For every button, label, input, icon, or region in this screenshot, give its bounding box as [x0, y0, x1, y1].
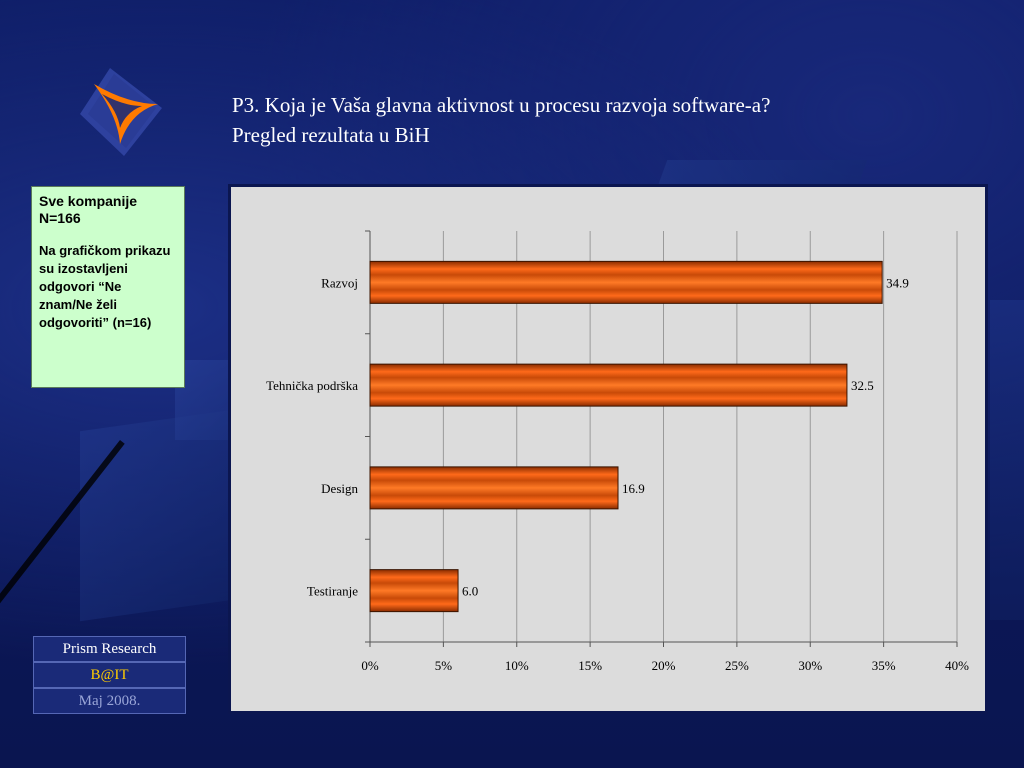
data-label: 34.9 — [886, 275, 909, 290]
data-label: 32.5 — [851, 378, 874, 393]
footer-org: Prism Research — [33, 636, 186, 662]
title-line-2: Pregled rezultata u BiH — [232, 123, 430, 147]
footer-date: Maj 2008. — [33, 688, 186, 714]
bar — [369, 466, 619, 510]
x-tick-label: 20% — [652, 658, 676, 673]
logo — [80, 68, 162, 156]
sample-size-text: Sve kompanije N=166 — [39, 193, 138, 226]
category-label: Razvoj — [321, 275, 358, 290]
x-tick-label: 25% — [725, 658, 749, 673]
background-cube — [990, 300, 1024, 620]
data-label: 6.0 — [462, 584, 478, 599]
exclusion-note-text: Na grafičkom prikazu su izostavljeni odg… — [39, 243, 171, 330]
bar — [369, 569, 459, 613]
x-tick-label: 10% — [505, 658, 529, 673]
category-label: Tehnička podrška — [266, 378, 358, 393]
category-label: Testiranje — [307, 584, 358, 599]
data-label: 16.9 — [622, 481, 645, 496]
background-cube — [80, 408, 240, 622]
x-tick-label: 40% — [945, 658, 969, 673]
footer-project: B@IT — [33, 662, 186, 688]
title-line-1: P3. Koja je Vaša glavna aktivnost u proc… — [232, 93, 771, 117]
chart-frame: 0% 5% 10% 15% 20% 25% 30% 35% 40% Razvoj 34.9 Tehni… — [228, 184, 988, 714]
bar — [369, 260, 883, 304]
bar — [369, 363, 848, 407]
sample-note-box: Sve kompanije N=166 Na grafičkom prikazu… — [31, 186, 185, 388]
x-tick-label: 0% — [361, 658, 379, 673]
x-tick-label: 30% — [798, 658, 822, 673]
bar-chart: 0% 5% 10% 15% 20% 25% 30% 35% 40% Razvoj 34.9 Tehni… — [266, 230, 969, 673]
category-label: Design — [321, 481, 358, 496]
x-tick-label: 15% — [578, 658, 602, 673]
x-tick-label: 35% — [872, 658, 896, 673]
x-tick-label: 5% — [435, 658, 453, 673]
page-title: P3. Koja je Vaša glavna aktivnost u proc… — [232, 90, 972, 150]
